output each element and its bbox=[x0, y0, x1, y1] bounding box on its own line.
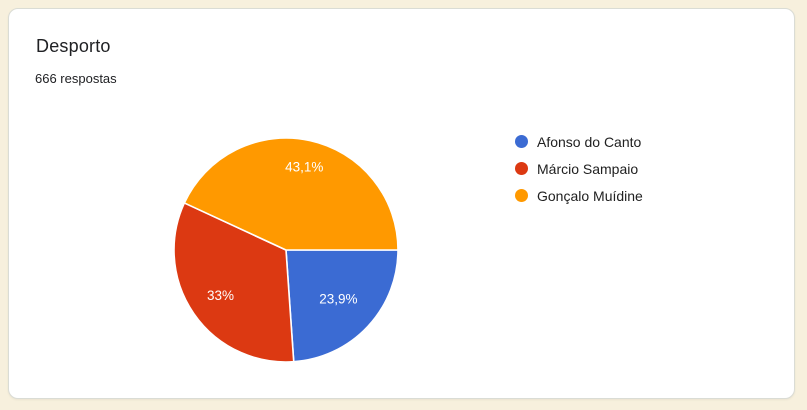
pie-slice-percentage-label: 23,9% bbox=[319, 292, 357, 307]
legend-color-dot bbox=[515, 189, 528, 202]
legend-label: Márcio Sampaio bbox=[537, 160, 639, 177]
pie-slice-percentage-label: 43,1% bbox=[285, 160, 323, 175]
pie-chart: 23,9% 33% 43,1% bbox=[173, 137, 399, 363]
legend-color-dot bbox=[515, 135, 528, 148]
legend-color-dot bbox=[515, 162, 528, 175]
question-summary-card: Desporto 666 respostas 23,9% 33% 43,1% Afo… bbox=[8, 8, 795, 399]
question-title: Desporto bbox=[36, 36, 111, 56]
pie-slice-percentage-label: 33% bbox=[207, 288, 234, 303]
chart-legend: Afonso do Canto Márcio Sampaio Gonçalo Muí… bbox=[515, 128, 643, 209]
pie-slice-marcio-sampaio[interactable] bbox=[173, 202, 295, 363]
legend-item-afonso-do-canto: Afonso do Canto bbox=[515, 128, 643, 155]
legend-item-marcio-sampaio: Márcio Sampaio bbox=[515, 155, 643, 182]
pie-slice-goncalo-muidine[interactable] bbox=[183, 137, 399, 251]
legend-label: Afonso do Canto bbox=[537, 133, 642, 150]
response-count: 666 respostas bbox=[35, 71, 117, 86]
pie-slice-afonso-do-canto[interactable] bbox=[285, 249, 399, 363]
legend-label: Gonçalo Muídine bbox=[537, 187, 643, 204]
legend-item-goncalo-muidine: Gonçalo Muídine bbox=[515, 182, 643, 209]
